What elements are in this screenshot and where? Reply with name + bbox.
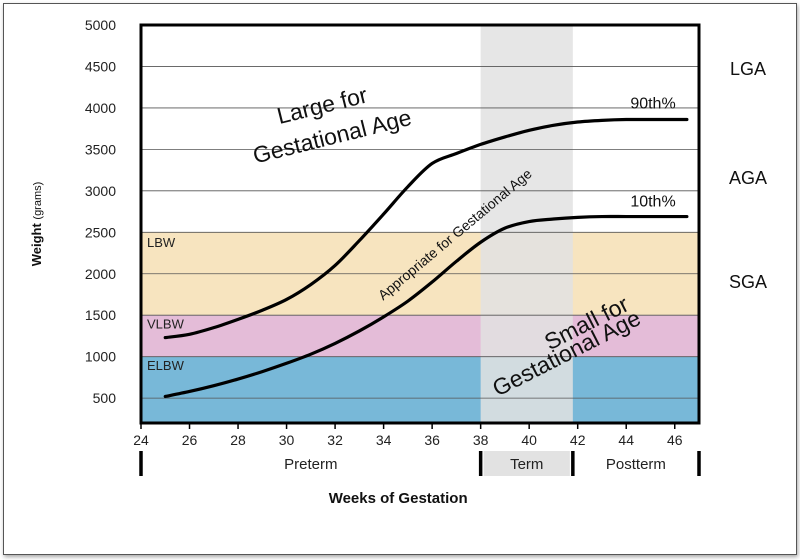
label-90th: 90th%: [630, 96, 675, 113]
curve-90th: [163, 117, 689, 340]
x-tick-label: 46: [667, 432, 683, 448]
y-axis-label-unit: (grams): [32, 182, 44, 220]
period-label-preterm: Preterm: [284, 456, 337, 473]
gridlines: [141, 66, 699, 399]
axes: 500 1000 1500 2000 2500 3000 3500 4000 4500 5000 2…: [29, 17, 701, 507]
period-label-term: Term: [510, 456, 543, 473]
label-10th: 10th%: [630, 194, 675, 211]
x-axis-label: Weeks of Gestation: [329, 490, 468, 507]
band-elbw: [141, 356, 699, 423]
x-tick-label: 40: [521, 432, 537, 448]
term-period-band: [483, 451, 570, 476]
x-tick-label: 34: [376, 432, 392, 448]
y-tick-label: 4000: [85, 100, 116, 116]
y-axis-label: Weight (grams): [29, 182, 44, 267]
x-tick-label: 42: [570, 432, 586, 448]
category-aga: AGA: [729, 168, 767, 188]
x-tick-label: 30: [279, 432, 295, 448]
y-tick-label: 2000: [85, 266, 116, 282]
curve-10th: [163, 214, 689, 399]
category-lga: LGA: [730, 59, 766, 79]
weight-bands: [141, 25, 699, 423]
category-sga: SGA: [729, 272, 767, 292]
x-tick-label: 28: [230, 432, 246, 448]
y-tick-label: 3500: [85, 141, 116, 157]
y-tick-label: 4500: [85, 58, 116, 74]
y-tick-label: 5000: [85, 17, 116, 33]
y-tick-label: 2500: [85, 224, 116, 240]
y-tick-label: 3000: [85, 183, 116, 199]
x-tick-label: 36: [424, 432, 440, 448]
x-tick-label: 24: [133, 432, 149, 448]
band-label-lbw: LBW: [147, 235, 176, 250]
y-tick-label: 1500: [85, 307, 116, 323]
x-tick-label: 26: [182, 432, 198, 448]
x-tick-label: 44: [618, 432, 634, 448]
y-tick-label: 1000: [85, 349, 116, 365]
y-axis-label-main: Weight: [29, 220, 44, 267]
band-label-vlbw: VLBW: [147, 316, 185, 331]
percentile-curves: [163, 117, 689, 399]
plot-border: [139, 23, 701, 425]
band-label-elbw: ELBW: [147, 358, 185, 373]
y-tick-label: 500: [93, 390, 117, 406]
x-tick-label: 32: [327, 432, 343, 448]
period-label-postterm: Postterm: [606, 456, 666, 473]
x-tick-label: 38: [473, 432, 489, 448]
